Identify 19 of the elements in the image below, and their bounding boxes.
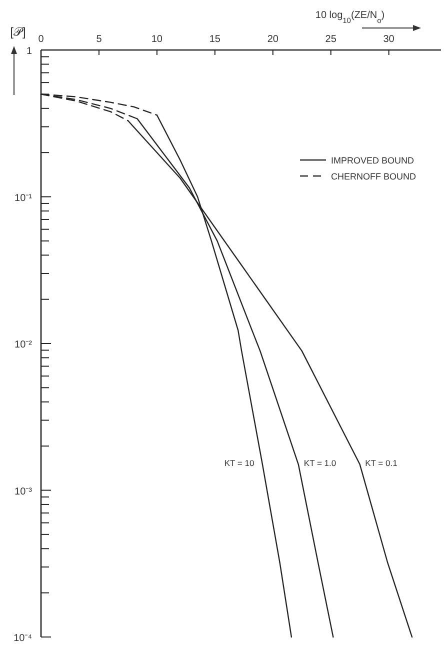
annotation: KT = 1.0 [304,458,336,468]
x-tick-label: 20 [267,34,279,45]
annotation: KT = 0.1 [365,458,398,468]
annotation: KT = 10 [224,458,254,468]
x-tick-label: 5 [96,34,102,45]
x-tick-label: 25 [325,34,337,45]
x-tick-label: 15 [209,34,221,45]
y-tick-label: 10⁻¹ [14,192,33,204]
y-tick-label: 10⁻³ [14,486,33,498]
x-tick-label: 30 [383,34,395,45]
y-tick-label: 10⁻² [14,340,33,350]
y-tick-label: 10⁻⁴ [14,633,32,644]
legend-label: IMPROVED BOUND [331,156,415,166]
x-tick-label: 10 [151,34,163,45]
y-axis-title: [𝒫] [10,25,26,39]
legend-label: CHERNOFF BOUND [331,172,416,182]
y-tick-label: 1 [26,46,32,57]
x-axis-title: 10 log$_{10}$(ZE/N$_{o}$) [315,10,385,24]
x-tick-label: 0 [38,34,44,45]
